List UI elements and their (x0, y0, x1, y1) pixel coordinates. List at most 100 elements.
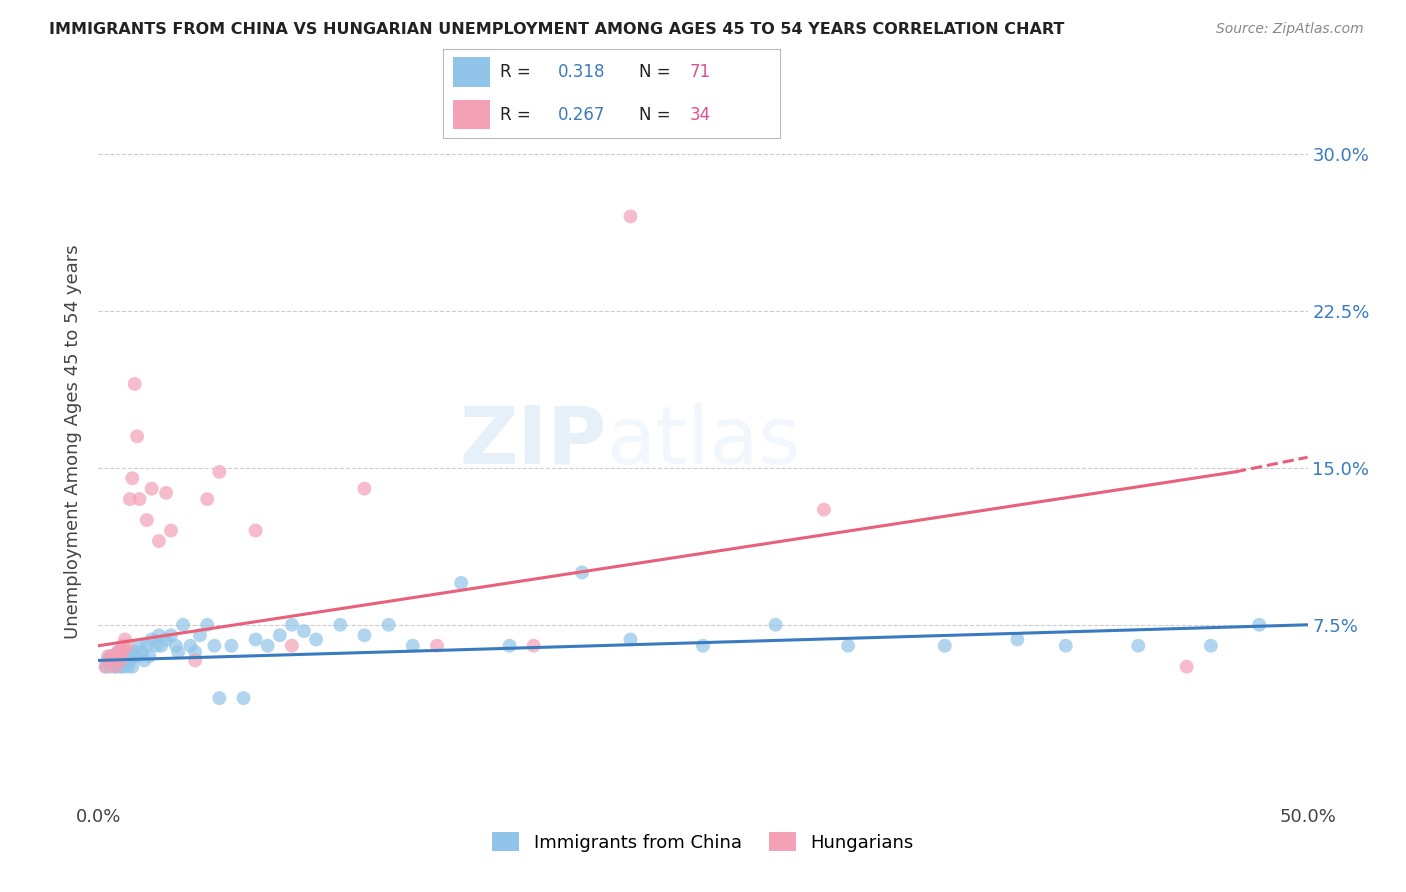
Point (121, 649, 143, 664)
Point (498, 639, 520, 653)
Point (1054, 639, 1077, 653)
Point (117, 649, 139, 664)
Point (127, 649, 149, 664)
Point (111, 645, 134, 659)
Point (195, 617, 218, 632)
Point (107, 653, 129, 667)
Point (1007, 632, 1029, 647)
Point (353, 628, 375, 642)
Point (281, 639, 304, 653)
Point (195, 492, 218, 507)
Point (150, 639, 173, 653)
Point (619, 210, 641, 224)
Point (141, 482, 163, 496)
Bar (453, 100, 491, 129)
Text: N =: N = (638, 105, 671, 124)
Point (256, 639, 278, 653)
Text: 34: 34 (689, 105, 710, 124)
Point (402, 639, 425, 653)
Point (108, 659, 131, 673)
Point (281, 617, 304, 632)
Point (114, 649, 136, 664)
Point (124, 645, 146, 659)
Point (124, 376, 146, 391)
Point (172, 617, 194, 632)
Point (101, 649, 124, 664)
Point (118, 492, 141, 507)
Point (97, 649, 120, 664)
Point (208, 465, 231, 479)
Point (813, 502, 835, 516)
Text: R =: R = (501, 105, 531, 124)
Point (837, 639, 859, 653)
Point (160, 524, 183, 538)
Point (523, 639, 546, 653)
Point (148, 628, 170, 642)
Point (108, 653, 131, 667)
Point (232, 691, 254, 706)
Point (141, 632, 163, 647)
Point (94, 659, 117, 673)
Text: 0.318: 0.318 (558, 62, 605, 81)
Text: 71: 71 (689, 62, 710, 81)
Point (117, 639, 139, 653)
Point (121, 471, 143, 485)
Point (111, 639, 134, 653)
Text: N =: N = (638, 62, 671, 81)
Point (97, 653, 120, 667)
Point (128, 639, 150, 653)
Point (108, 649, 131, 664)
Point (165, 639, 187, 653)
Point (426, 639, 449, 653)
Point (208, 691, 231, 706)
Point (204, 639, 226, 653)
Point (101, 653, 124, 667)
Text: ZIP: ZIP (458, 402, 606, 481)
Legend: Immigrants from China, Hungarians: Immigrants from China, Hungarians (485, 825, 921, 859)
Point (160, 628, 183, 642)
Point (94, 659, 117, 673)
Point (114, 632, 136, 647)
Point (269, 628, 291, 642)
Y-axis label: Unemployment Among Ages 45 to 54 years: Unemployment Among Ages 45 to 54 years (65, 244, 83, 639)
Point (134, 653, 156, 667)
Point (377, 617, 399, 632)
Point (1175, 659, 1198, 673)
Point (765, 617, 787, 632)
Point (118, 645, 141, 659)
Point (188, 628, 211, 642)
Text: R =: R = (501, 62, 531, 81)
Text: IMMIGRANTS FROM CHINA VS HUNGARIAN UNEMPLOYMENT AMONG AGES 45 TO 54 YEARS CORREL: IMMIGRANTS FROM CHINA VS HUNGARIAN UNEMP… (49, 22, 1064, 37)
Point (104, 649, 127, 664)
Point (292, 624, 315, 638)
Point (107, 645, 129, 659)
Point (329, 617, 352, 632)
Point (167, 645, 190, 659)
Text: atlas: atlas (606, 402, 800, 481)
Point (131, 645, 153, 659)
Point (145, 639, 167, 653)
Point (184, 645, 207, 659)
Point (114, 653, 136, 667)
Point (148, 534, 170, 549)
Point (135, 639, 157, 653)
Point (118, 653, 141, 667)
Point (1128, 639, 1150, 653)
Text: Source: ZipAtlas.com: Source: ZipAtlas.com (1216, 22, 1364, 37)
Point (128, 492, 150, 507)
Point (1199, 639, 1222, 653)
Point (692, 639, 714, 653)
Point (107, 645, 129, 659)
Point (104, 649, 127, 664)
Point (101, 649, 124, 664)
Point (1249, 617, 1271, 632)
Point (450, 575, 472, 590)
Point (155, 486, 177, 500)
Point (135, 513, 157, 527)
Point (111, 659, 134, 673)
Point (619, 632, 641, 647)
Bar (453, 57, 491, 87)
Point (111, 649, 134, 664)
Point (179, 639, 201, 653)
Point (100, 659, 122, 673)
